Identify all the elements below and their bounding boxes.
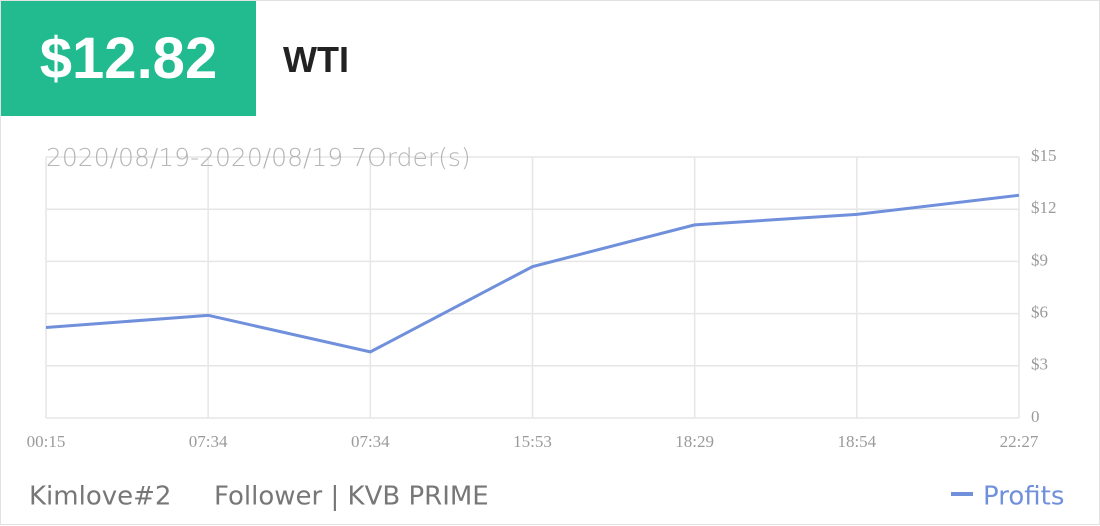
price: $12.82	[1, 1, 256, 116]
x-tick-label: 00:15	[27, 432, 66, 451]
x-tick-label: 07:34	[189, 432, 228, 451]
x-tick-label: 18:54	[837, 432, 876, 451]
x-tick-label: 22:27	[1000, 432, 1039, 451]
y-tick-label: $6	[1031, 303, 1048, 322]
x-tick-label: 18:29	[675, 432, 714, 451]
symbol: WTI	[283, 39, 349, 80]
y-tick-label: $15	[1031, 146, 1057, 165]
user-name: Kimlove#2	[29, 482, 171, 512]
y-tick-label: $9	[1031, 250, 1048, 269]
x-tick-label: 15:53	[513, 432, 552, 451]
y-tick-label: $12	[1031, 198, 1057, 217]
x-tick-label: 07:34	[351, 432, 390, 451]
chart-subtitle: 2020/08/19-2020/08/19 7Order(s)	[46, 143, 471, 172]
user-role: Follower | KVB PRIME	[214, 482, 489, 512]
y-tick-label: 0	[1031, 407, 1040, 426]
y-tick-label: $3	[1031, 355, 1048, 374]
line	[45, 193, 1020, 354]
legend-label: Profits	[983, 482, 1064, 512]
